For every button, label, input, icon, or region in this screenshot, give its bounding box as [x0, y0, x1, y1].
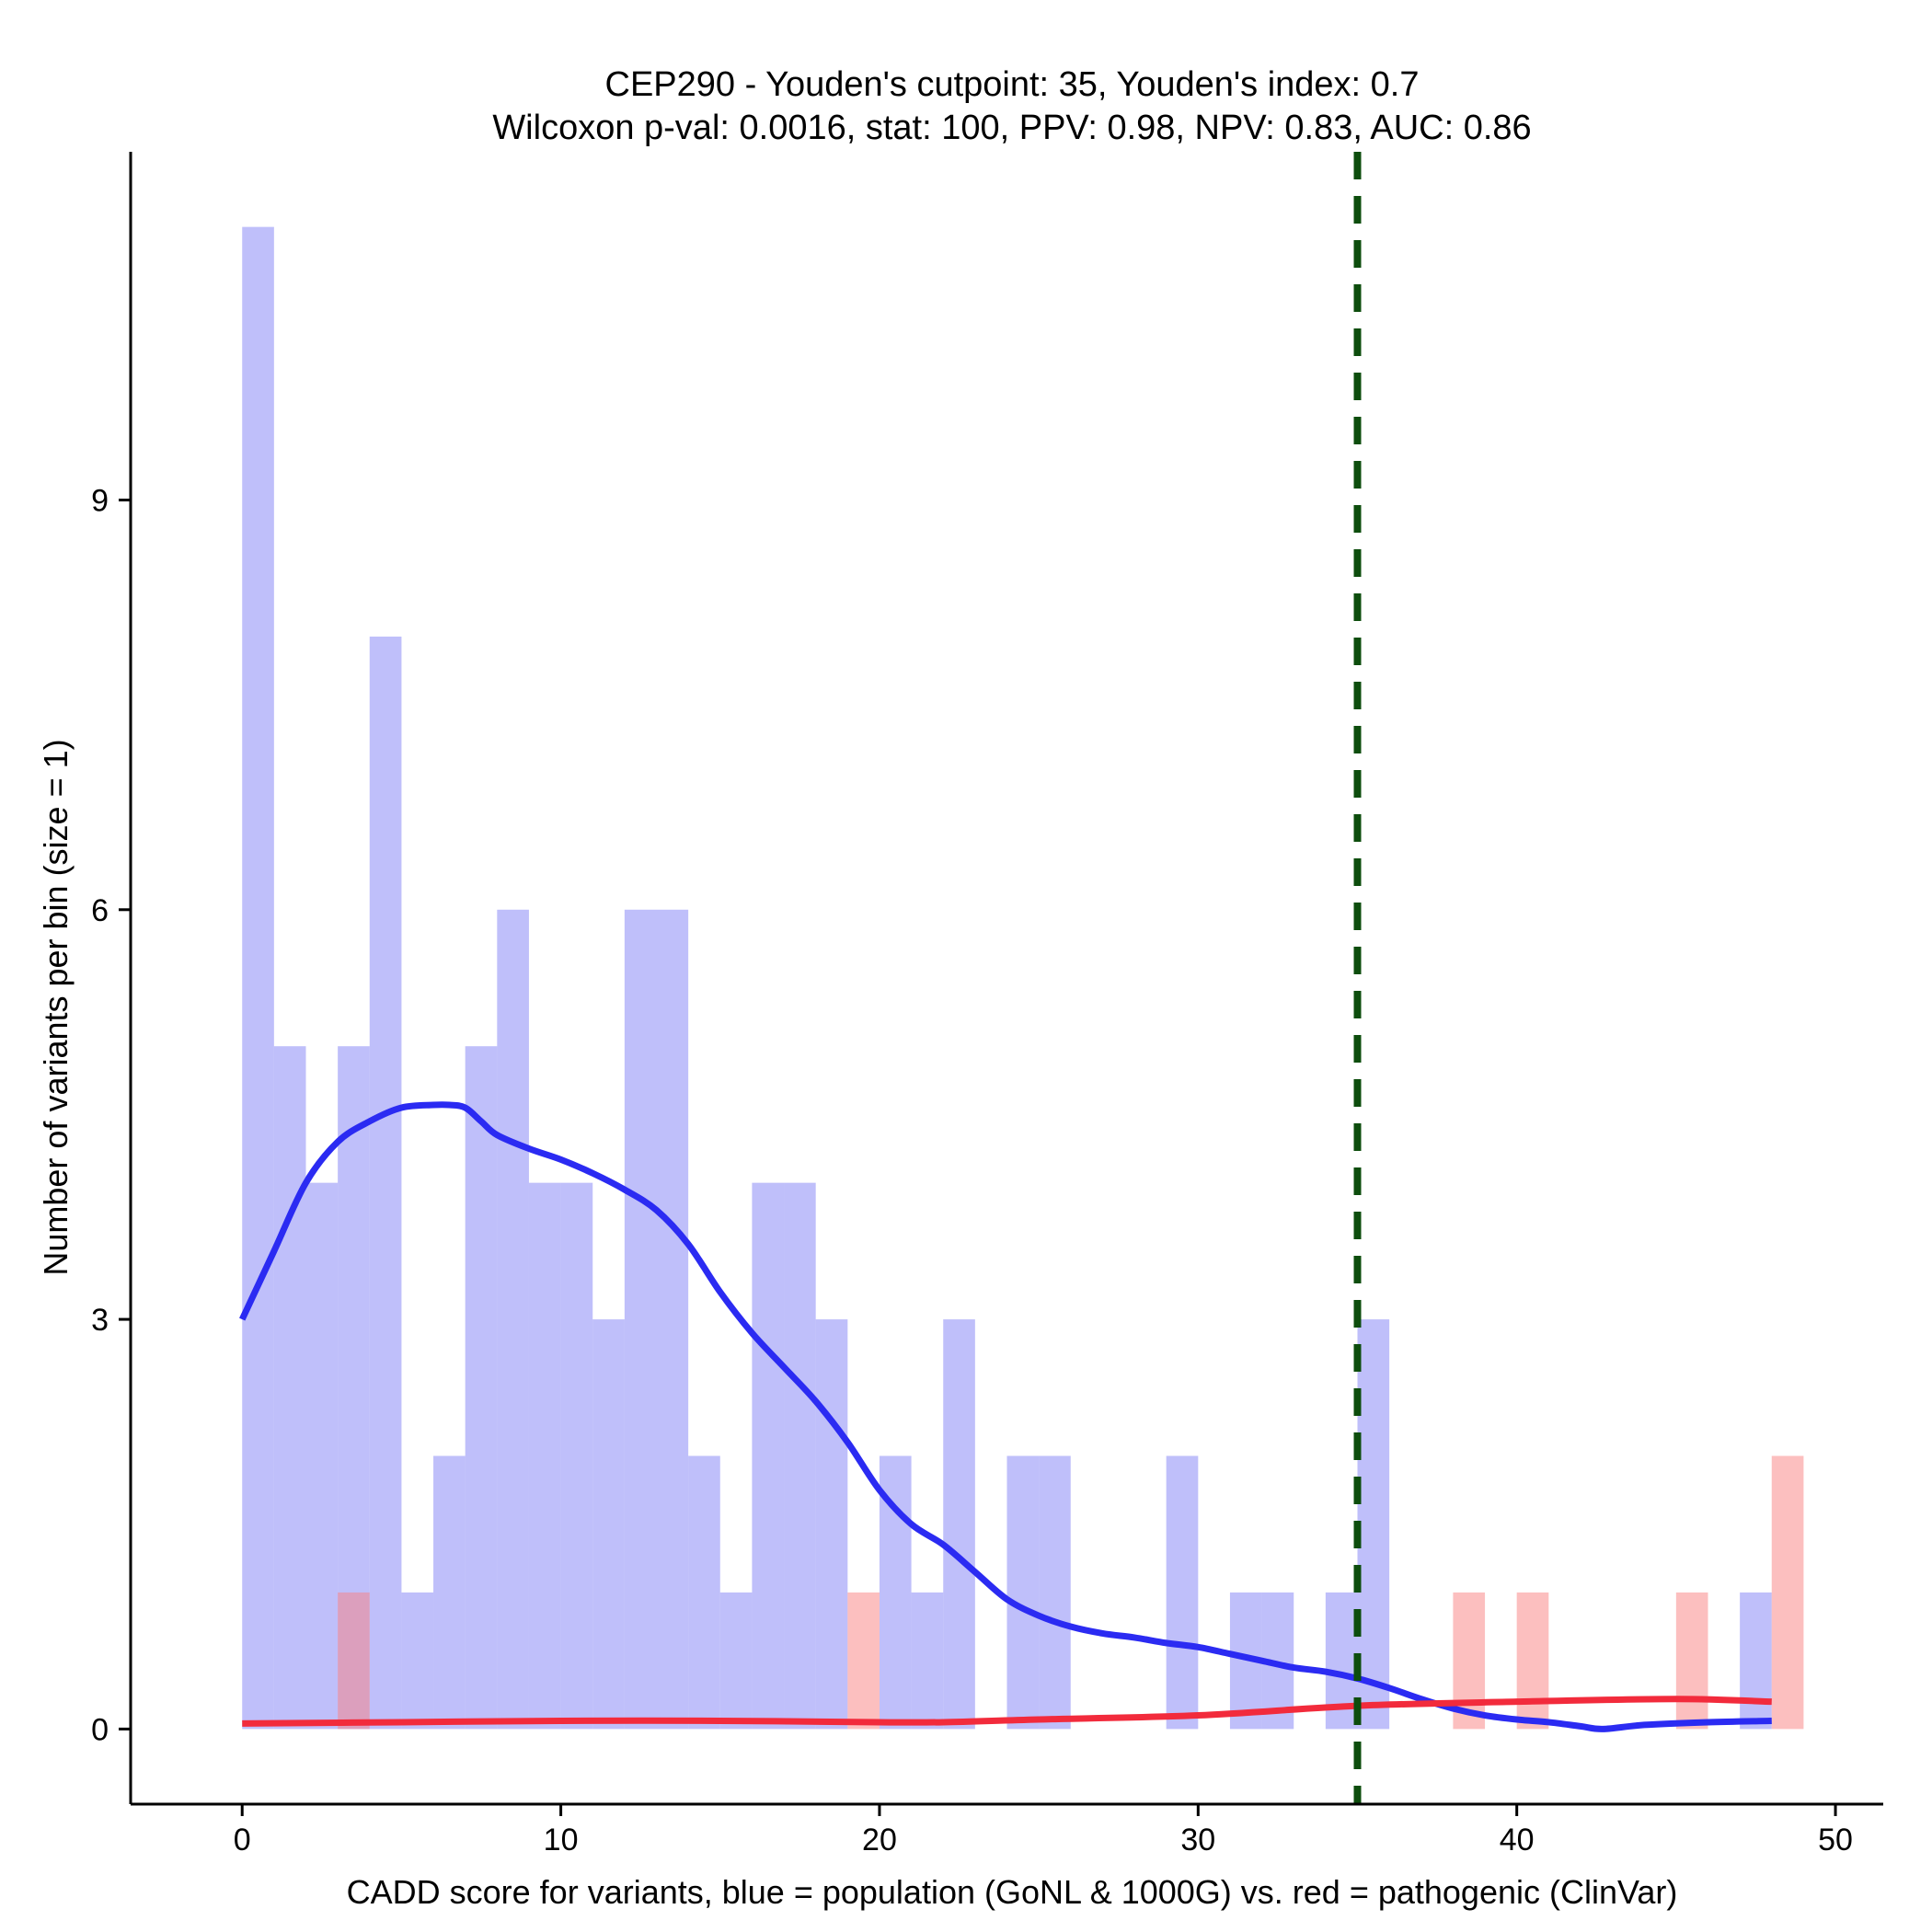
x-tick-label-10: 10 [544, 1823, 579, 1857]
population-bar-2 [305, 1182, 339, 1730]
pathogenic-bar-45 [1675, 1592, 1708, 1730]
population-bar-12 [624, 909, 657, 1730]
population-bar-18 [815, 1319, 848, 1730]
population-bar-15 [719, 1592, 753, 1730]
population-bar-16 [752, 1182, 785, 1730]
population-bar-10 [560, 1182, 593, 1730]
pathogenic-bar-19 [847, 1592, 880, 1730]
x-tick-label-50: 50 [1818, 1823, 1853, 1857]
population-bar-0 [242, 226, 274, 1730]
population-bar-22 [943, 1319, 975, 1730]
y-ticks: 0 3 6 9 [91, 483, 131, 1747]
population-bar-1 [273, 1046, 306, 1730]
y-tick-label-9: 9 [91, 483, 109, 518]
pathogenic-bar-3 [338, 1592, 370, 1730]
population-bars [242, 226, 1772, 1730]
population-bar-14 [688, 1455, 720, 1730]
pathogenic-bar-40 [1516, 1592, 1549, 1730]
x-ticks: 0 10 20 30 40 50 [234, 1804, 1853, 1857]
population-bar-47 [1740, 1592, 1772, 1730]
population-bar-24 [1006, 1455, 1040, 1730]
population-bar-11 [592, 1319, 625, 1730]
population-bar-9 [528, 1182, 561, 1730]
population-bar-7 [465, 1046, 498, 1730]
pathogenic-bar-38 [1453, 1592, 1486, 1730]
population-bar-35 [1357, 1319, 1390, 1730]
population-bar-5 [401, 1592, 434, 1730]
y-tick-label-3: 3 [91, 1303, 109, 1338]
population-bar-17 [784, 1182, 816, 1730]
pathogenic-bar-48 [1771, 1455, 1804, 1730]
plot-area [239, 152, 1804, 1804]
population-bar-13 [656, 909, 689, 1730]
chart-title: CEP290 - Youden's cutpoint: 35, Youden's… [605, 65, 1420, 104]
y-tick-label-6: 6 [91, 893, 109, 928]
y-axis-label: Number of variants per bin (size = 1) [37, 739, 75, 1275]
density-curves [239, 1101, 1772, 1732]
population-bar-6 [433, 1455, 466, 1730]
x-tick-label-30: 30 [1180, 1823, 1215, 1857]
x-axis-label: CADD score for variants, blue = populati… [347, 1873, 1678, 1911]
x-tick-label-20: 20 [862, 1823, 897, 1857]
population-bar-29 [1166, 1455, 1199, 1730]
population-bar-4 [369, 636, 402, 1730]
population-bar-25 [1039, 1455, 1071, 1730]
pathogenic-density-curve [242, 1696, 1772, 1727]
x-tick-label-40: 40 [1500, 1823, 1535, 1857]
axes: 0 10 20 30 40 50 0 3 6 9 [91, 152, 1883, 1857]
y-tick-label-0: 0 [91, 1712, 109, 1747]
chart-subtitle: Wilcoxon p-val: 0.0016, stat: 100, PPV: … [492, 109, 1531, 147]
population-bar-8 [497, 909, 529, 1730]
population-bar-21 [911, 1592, 944, 1730]
population-density-curve [239, 1101, 1772, 1732]
x-tick-label-0: 0 [234, 1823, 251, 1857]
pathogenic-bars [338, 1455, 1804, 1730]
